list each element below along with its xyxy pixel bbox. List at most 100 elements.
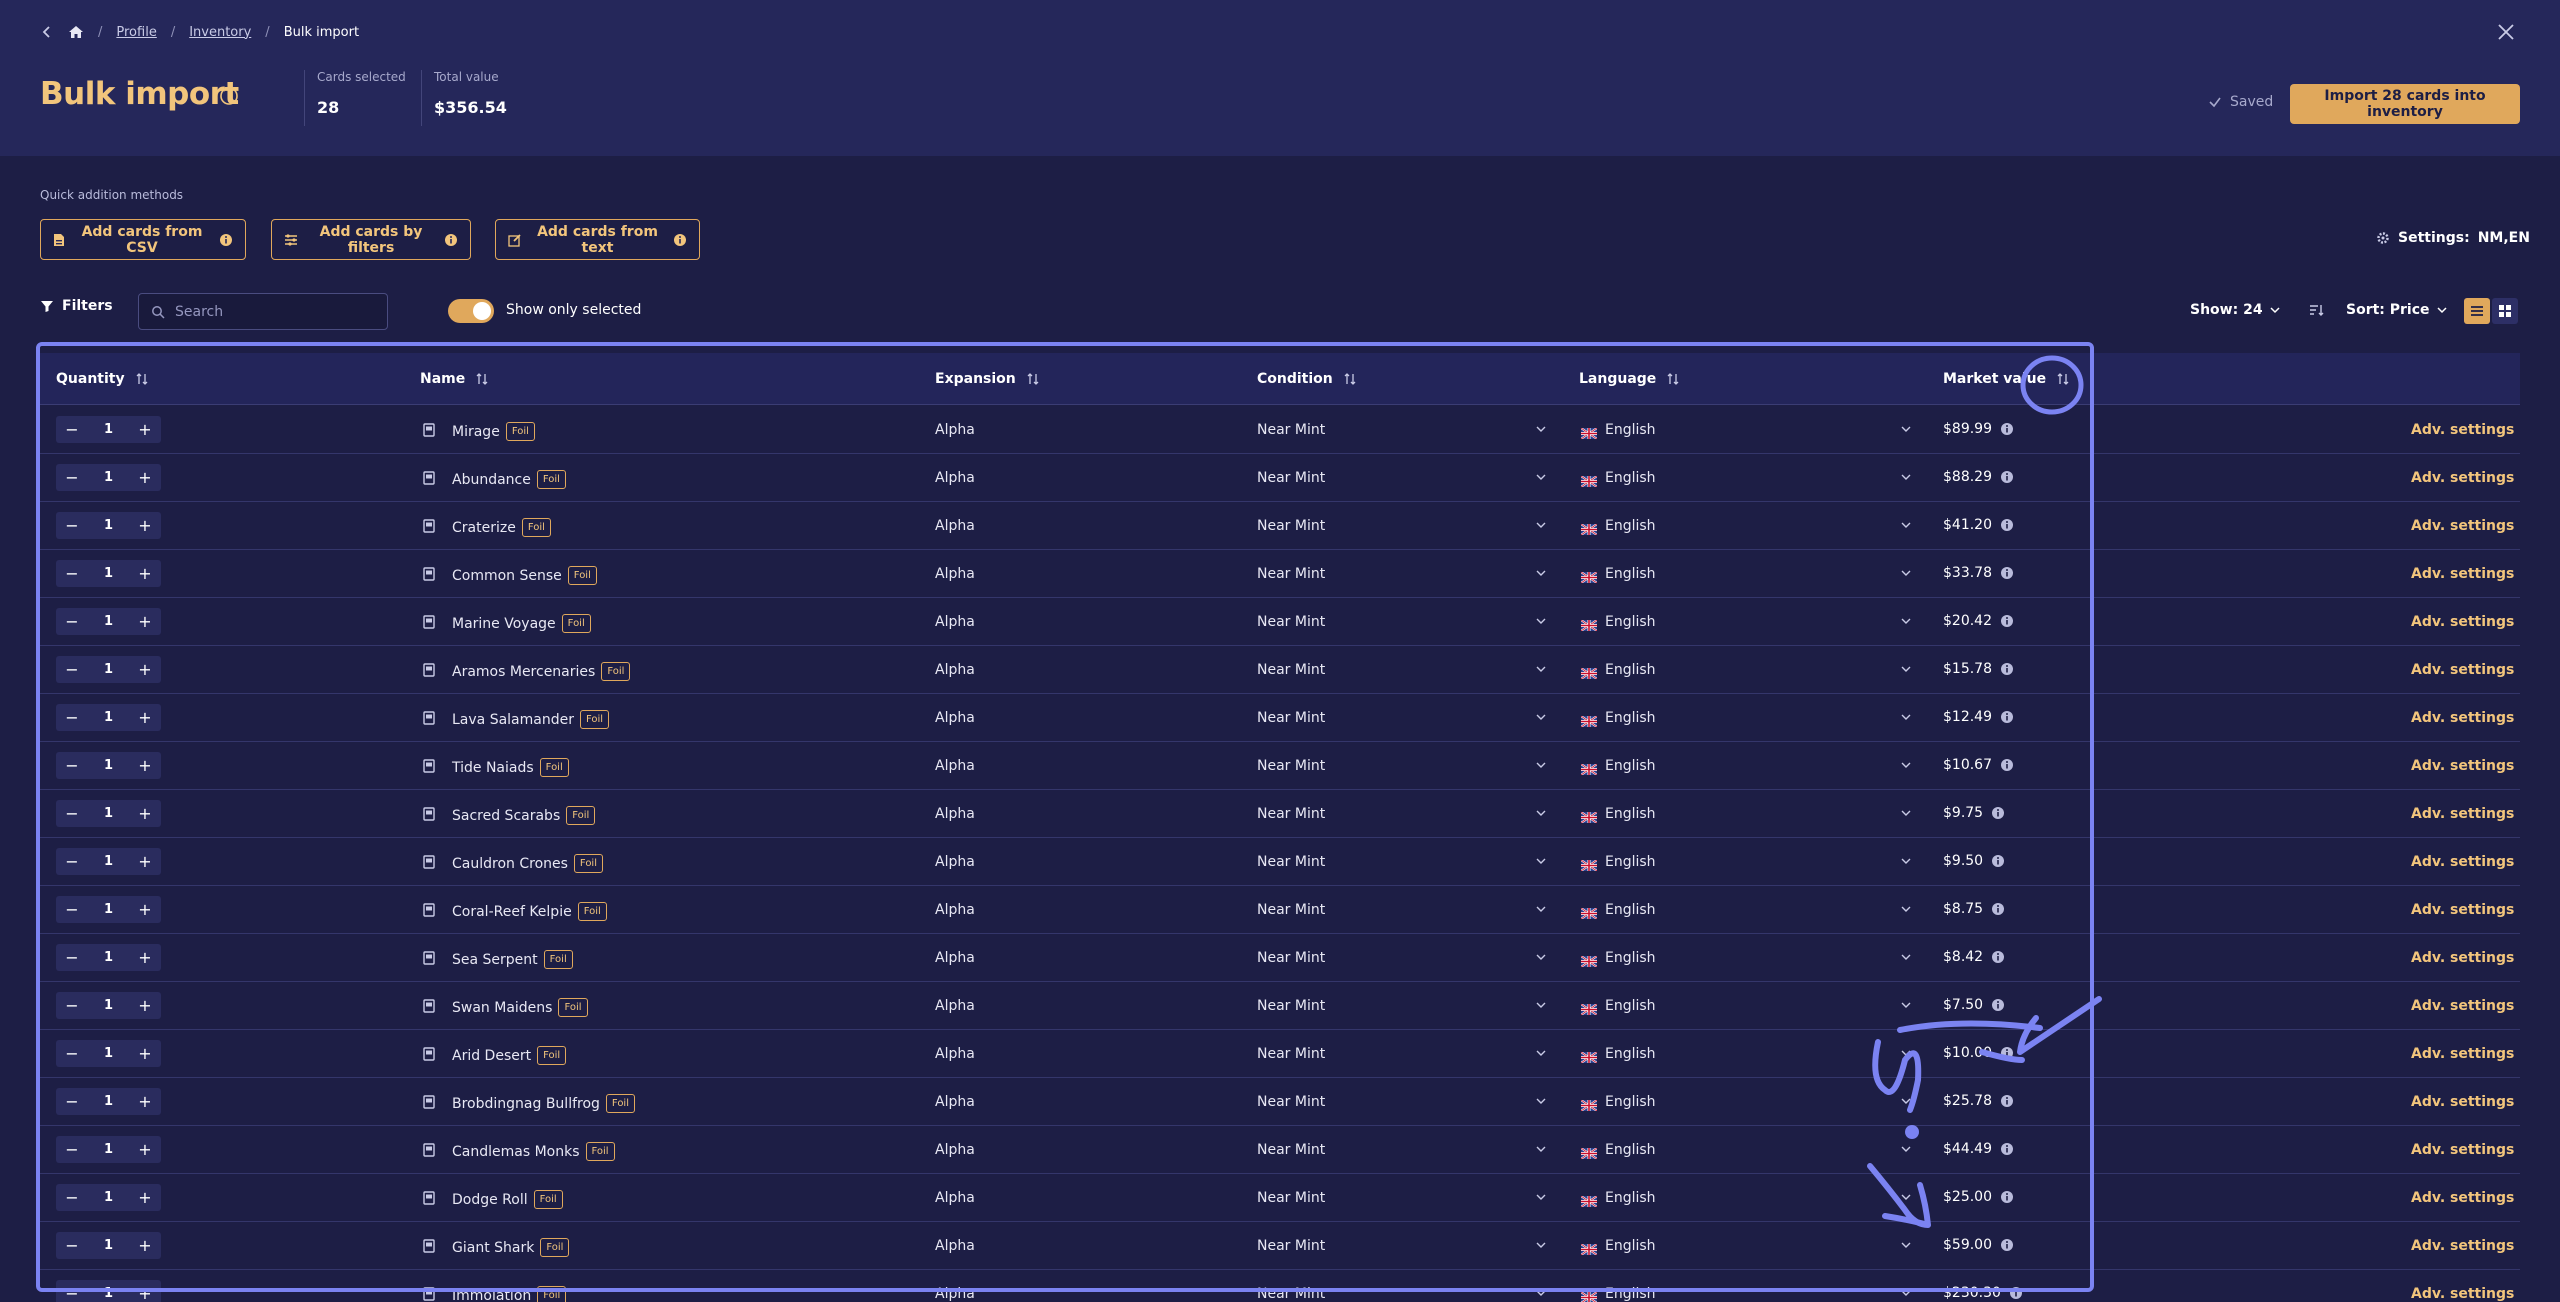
card-name[interactable]: Cauldron Crones <box>452 855 568 872</box>
adv-settings-link[interactable]: Adv. settings <box>2411 422 2515 438</box>
add-by-filters-button[interactable]: Add cards by filters <box>271 219 471 260</box>
card-name[interactable]: Giant Shark <box>452 1239 535 1256</box>
increment-button[interactable]: + <box>138 1140 152 1159</box>
condition-select[interactable]: Near Mint <box>1257 614 1326 630</box>
card-name[interactable]: Craterize <box>452 519 516 536</box>
info-icon[interactable] <box>2000 1094 2014 1108</box>
chevron-down-icon[interactable] <box>1534 758 1548 772</box>
info-icon[interactable] <box>2000 710 2014 724</box>
card-icon[interactable] <box>422 519 436 533</box>
adv-settings-link[interactable]: Adv. settings <box>2411 470 2515 486</box>
chevron-down-icon[interactable] <box>1899 1190 1913 1204</box>
card-icon[interactable] <box>422 903 436 917</box>
card-name[interactable]: Mirage <box>452 423 500 440</box>
card-icon[interactable] <box>422 1287 436 1301</box>
adv-settings-link[interactable]: Adv. settings <box>2411 1046 2515 1062</box>
chevron-down-icon[interactable] <box>1534 1046 1548 1060</box>
adv-settings-link[interactable]: Adv. settings <box>2411 1238 2515 1254</box>
card-icon[interactable] <box>422 759 436 773</box>
decrement-button[interactable]: − <box>65 1188 79 1207</box>
decrement-button[interactable]: − <box>65 612 79 631</box>
info-icon[interactable] <box>2000 1238 2014 1252</box>
card-name[interactable]: Abundance <box>452 471 531 488</box>
chevron-down-icon[interactable] <box>1534 422 1548 436</box>
col-language[interactable]: Language <box>1579 371 1680 387</box>
chevron-down-icon[interactable] <box>1534 1190 1548 1204</box>
language-select[interactable]: English <box>1605 710 1656 726</box>
chevron-down-icon[interactable] <box>1899 1094 1913 1108</box>
increment-button[interactable]: + <box>138 420 152 439</box>
info-icon[interactable] <box>2000 1046 2014 1060</box>
adv-settings-link[interactable]: Adv. settings <box>2411 1286 2515 1302</box>
language-select[interactable]: English <box>1605 566 1656 582</box>
increment-button[interactable]: + <box>138 900 152 919</box>
adv-settings-link[interactable]: Adv. settings <box>2411 1142 2515 1158</box>
increment-button[interactable]: + <box>138 1284 152 1302</box>
decrement-button[interactable]: − <box>65 996 79 1015</box>
increment-button[interactable]: + <box>138 996 152 1015</box>
card-icon[interactable] <box>422 567 436 581</box>
condition-select[interactable]: Near Mint <box>1257 422 1326 438</box>
language-select[interactable]: English <box>1605 422 1656 438</box>
adv-settings-link[interactable]: Adv. settings <box>2411 1094 2515 1110</box>
condition-select[interactable]: Near Mint <box>1257 902 1326 918</box>
chevron-down-icon[interactable] <box>1899 950 1913 964</box>
card-icon[interactable] <box>422 711 436 725</box>
card-name[interactable]: Immolation <box>452 1287 532 1302</box>
adv-settings-link[interactable]: Adv. settings <box>2411 1190 2515 1206</box>
info-icon[interactable] <box>219 86 239 106</box>
decrement-button[interactable]: − <box>65 468 79 487</box>
language-select[interactable]: English <box>1605 1238 1656 1254</box>
chevron-down-icon[interactable] <box>1899 710 1913 724</box>
language-select[interactable]: English <box>1605 998 1656 1014</box>
card-icon[interactable] <box>422 1095 436 1109</box>
increment-button[interactable]: + <box>138 1188 152 1207</box>
chevron-down-icon[interactable] <box>1899 614 1913 628</box>
card-icon[interactable] <box>422 1239 436 1253</box>
adv-settings-link[interactable]: Adv. settings <box>2411 758 2515 774</box>
chevron-down-icon[interactable] <box>1534 470 1548 484</box>
info-icon[interactable] <box>2009 1286 2023 1300</box>
card-icon[interactable] <box>422 1047 436 1061</box>
chevron-down-icon[interactable] <box>1534 614 1548 628</box>
card-name[interactable]: Aramos Mercenaries <box>452 663 596 680</box>
condition-select[interactable]: Near Mint <box>1257 710 1326 726</box>
chevron-down-icon[interactable] <box>1534 806 1548 820</box>
card-icon[interactable] <box>422 999 436 1013</box>
chevron-down-icon[interactable] <box>1534 1094 1548 1108</box>
chevron-down-icon[interactable] <box>1899 854 1913 868</box>
card-icon[interactable] <box>422 1143 436 1157</box>
info-icon[interactable] <box>2000 518 2014 532</box>
decrement-button[interactable]: − <box>65 516 79 535</box>
info-icon[interactable] <box>1991 902 2005 916</box>
language-select[interactable]: English <box>1605 806 1656 822</box>
language-select[interactable]: English <box>1605 614 1656 630</box>
increment-button[interactable]: + <box>138 612 152 631</box>
increment-button[interactable]: + <box>138 756 152 775</box>
chevron-down-icon[interactable] <box>1899 1142 1913 1156</box>
condition-select[interactable]: Near Mint <box>1257 854 1326 870</box>
increment-button[interactable]: + <box>138 564 152 583</box>
decrement-button[interactable]: − <box>65 756 79 775</box>
language-select[interactable]: English <box>1605 758 1656 774</box>
chevron-down-icon[interactable] <box>1534 950 1548 964</box>
condition-select[interactable]: Near Mint <box>1257 998 1326 1014</box>
card-icon[interactable] <box>422 471 436 485</box>
condition-select[interactable]: Near Mint <box>1257 1142 1326 1158</box>
increment-button[interactable]: + <box>138 1092 152 1111</box>
chevron-down-icon[interactable] <box>1534 518 1548 532</box>
increment-button[interactable]: + <box>138 660 152 679</box>
filters-button[interactable]: Filters <box>40 298 113 314</box>
condition-select[interactable]: Near Mint <box>1257 950 1326 966</box>
increment-button[interactable]: + <box>138 516 152 535</box>
list-view-button[interactable] <box>2464 298 2490 324</box>
language-select[interactable]: English <box>1605 950 1656 966</box>
info-icon[interactable] <box>1991 998 2005 1012</box>
card-icon[interactable] <box>422 423 436 437</box>
close-icon[interactable] <box>2492 18 2520 46</box>
chevron-down-icon[interactable] <box>1534 662 1548 676</box>
increment-button[interactable]: + <box>138 708 152 727</box>
card-name[interactable]: Candlemas Monks <box>452 1143 580 1160</box>
decrement-button[interactable]: − <box>65 804 79 823</box>
card-icon[interactable] <box>422 1191 436 1205</box>
